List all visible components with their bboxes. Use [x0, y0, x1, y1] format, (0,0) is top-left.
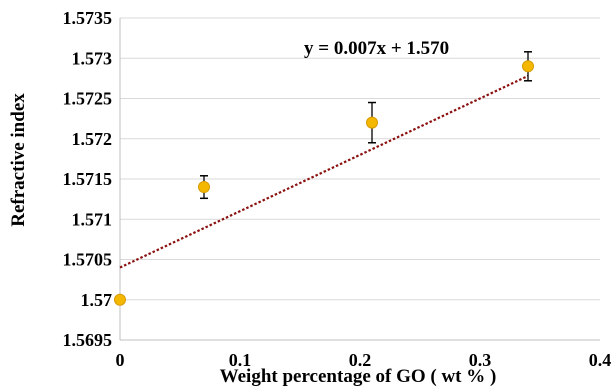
data-point [366, 116, 378, 129]
y-tick-label: 1.5715 [63, 169, 113, 189]
data-point [522, 60, 534, 73]
y-tick-label: 1.5705 [63, 250, 113, 270]
error-bars [200, 51, 532, 200]
y-axis-title: Refractive index [8, 93, 29, 227]
x-tick-label: 0.2 [349, 350, 372, 370]
data-points [114, 60, 534, 306]
axes [119, 18, 600, 341]
tick-labels: 1.5695 1.57 1.5705 1.571 1.5715 1.572 1.5725 1.… [63, 8, 612, 370]
x-tick-label: 0.1 [229, 350, 252, 370]
gridlines [120, 17, 600, 301]
trendline [119, 74, 529, 269]
data-point [198, 181, 210, 194]
x-tick-label: 0.4 [589, 350, 612, 370]
x-axis-title: Weight percentage of GO ( wt % ) [220, 366, 497, 387]
y-tick-label: 1.5735 [63, 8, 113, 28]
x-tick-label: 0 [116, 350, 125, 370]
y-tick-label: 1.5725 [63, 89, 113, 109]
y-tick-label: 1.572 [72, 129, 113, 149]
data-point [114, 293, 126, 306]
y-tick-label: 1.573 [72, 48, 113, 68]
x-tick-label: 0.3 [469, 350, 492, 370]
trendline-group [119, 74, 529, 269]
y-tick-label: 1.5695 [63, 330, 113, 350]
y-tick-label: 1.57 [81, 290, 113, 310]
y-tick-label: 1.571 [72, 209, 113, 229]
trendline-equation: y = 0.007x + 1.570 [304, 38, 449, 59]
